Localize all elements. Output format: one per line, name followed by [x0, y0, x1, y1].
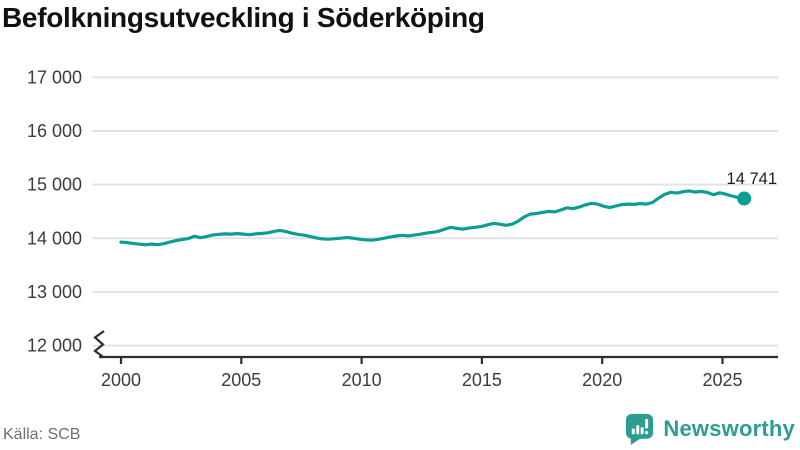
y-axis-tick-label: 13 000 — [27, 282, 82, 302]
x-axis-tick-label: 2020 — [582, 370, 622, 390]
newsworthy-logo[interactable]: Newsworthy — [624, 412, 795, 446]
logo-bar-tall — [636, 425, 640, 435]
x-axis-tick-label: 2010 — [342, 370, 382, 390]
y-axis-tick-label: 16 000 — [27, 121, 82, 141]
logo-bar-mid — [641, 427, 645, 435]
y-axis-tick-label: 12 000 — [27, 336, 82, 356]
chart-title: Befolkningsutveckling i Söderköping — [2, 2, 485, 33]
y-axis-tick-label: 14 000 — [27, 228, 82, 248]
newsworthy-logo-text: Newsworthy — [663, 416, 795, 441]
x-axis-tick-label: 2005 — [221, 370, 261, 390]
source-label: Källa: SCB — [3, 426, 81, 443]
x-axis-tick-label: 2015 — [462, 370, 502, 390]
endpoint-value-label: 14 741 — [727, 170, 777, 188]
population-series-line — [119, 189, 746, 247]
x-axis-tick-label: 2025 — [702, 370, 742, 390]
logo-exclamation-bar — [645, 418, 649, 429]
x-axis-tick-label: 2000 — [101, 370, 141, 390]
newsworthy-logo-icon — [626, 413, 654, 445]
endpoint-dot — [737, 191, 752, 206]
logo-exclamation-dot — [645, 430, 649, 435]
y-axis-break-icon — [93, 330, 105, 359]
y-axis-tick-label: 17 000 — [27, 67, 82, 87]
logo-bar-short — [632, 428, 636, 435]
y-axis-tick-label: 15 000 — [27, 175, 82, 195]
